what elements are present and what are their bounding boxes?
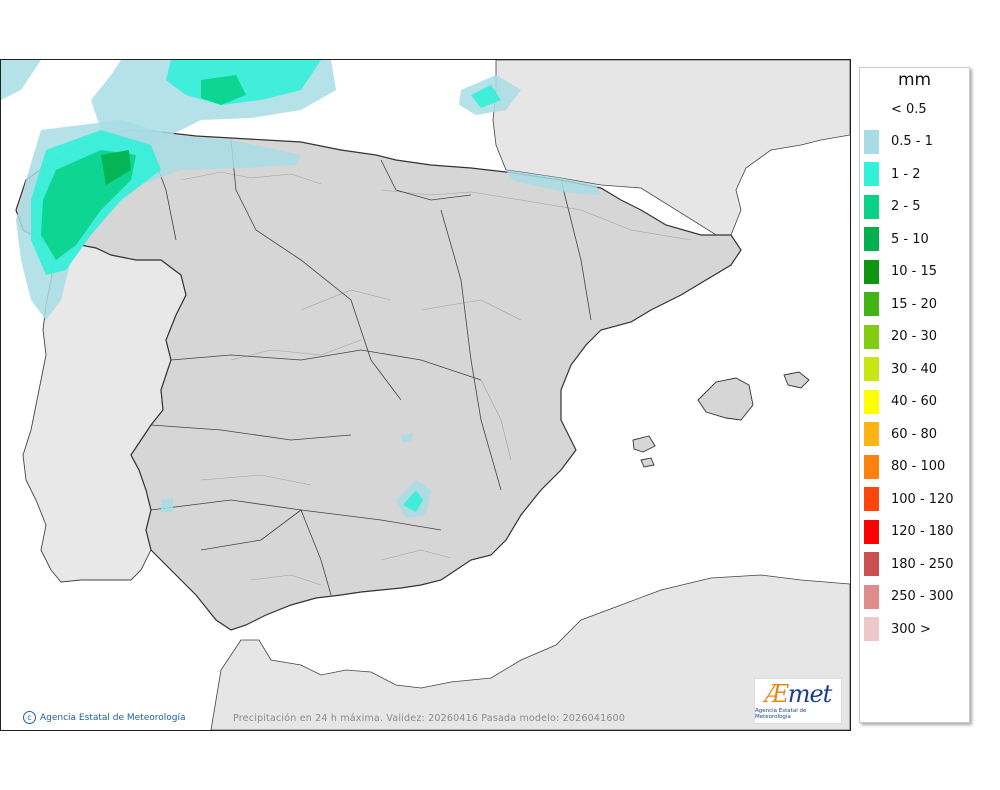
legend-label: 1 - 2 [891,166,921,182]
copyright-icon: c [23,711,36,724]
legend-label: 2 - 5 [891,199,921,214]
legend-swatch [864,357,879,381]
relief-shading [180,171,692,586]
legend-label: 120 - 180 [891,524,954,539]
legend-item: 0.5 - 1 [864,129,933,154]
legend-swatch [864,617,879,641]
legend-item: 2 - 5 [864,194,921,219]
legend-label: 100 - 120 [891,491,954,507]
legend-swatch [864,129,879,154]
iberian-peninsula-map [1,60,850,730]
agency-credit: c Agencia Estatal de Meteorología [23,711,186,724]
legend-label: 30 - 40 [891,361,938,377]
legend-item: 5 - 10 [864,227,929,251]
legend-label: 300 > [891,621,931,637]
map-caption: Precipitación en 24 h máxima. Validez: 2… [233,713,626,724]
legend-swatch [864,162,879,186]
legend-item: 100 - 120 [864,487,954,511]
spain-land [15,129,742,631]
legend-swatch [864,584,879,609]
legend-item: 20 - 30 [864,324,938,349]
legend-swatch [864,292,879,316]
legend-swatch [864,227,879,251]
balearic-islands [632,371,810,468]
legend-label: 0.5 - 1 [891,134,933,149]
legend-swatch [864,454,879,479]
legend-swatch [864,519,879,544]
legend-label: 40 - 60 [891,394,938,409]
logo-wordmark: Æmet [764,680,833,708]
legend-swatch [864,324,879,349]
legend-item: 80 - 100 [864,454,946,479]
legend-label: 250 - 300 [891,589,954,604]
legend-swatch [864,389,879,414]
legend-item: 1 - 2 [864,162,921,186]
legend-item: 250 - 300 [864,584,954,609]
legend-item: 15 - 20 [864,292,937,316]
legend-label: 60 - 80 [891,426,938,442]
legend-label: 5 - 10 [891,231,929,247]
legend-title: mm [897,70,932,90]
legend-swatch [864,194,879,219]
legend-item: < 0.5 [864,97,927,121]
legend-item: 40 - 60 [864,389,938,414]
legend-label: < 0.5 [891,101,927,117]
legend-item: 300 > [864,617,931,641]
region-boundaries [150,139,592,596]
precipitation-areas [1,60,601,518]
legend-item: 180 - 250 [864,552,954,576]
legend-label: 20 - 30 [891,329,938,344]
legend-swatch [864,259,879,284]
legend-item: 30 - 40 [864,357,937,381]
legend-label: 80 - 100 [891,459,946,474]
credit-label: Agencia Estatal de Meteorología [40,712,186,723]
precipitation-map: c Agencia Estatal de Meteorología Precip… [0,59,851,731]
legend-label: 10 - 15 [891,264,938,279]
aemet-logo: Æmet Agencia Estatal de Meteorología [754,678,842,724]
north-africa-land [210,574,850,730]
legend-label: 180 - 250 [891,556,954,572]
legend-swatch [864,97,879,121]
legend-swatch [864,487,879,511]
logo-subtitle: Agencia Estatal de Meteorología [755,708,807,720]
legend-item: 10 - 15 [864,259,938,284]
legend-item: 60 - 80 [864,422,937,446]
legend-item: 120 - 180 [864,519,954,544]
legend-swatch [864,422,879,446]
legend-label: 15 - 20 [891,296,938,312]
precipitation-legend: mm < 0.5 0.5 - 1 1 - 2 2 - 5 5 - 10 10 - 15 15… [859,67,970,723]
legend-swatch [864,552,879,576]
